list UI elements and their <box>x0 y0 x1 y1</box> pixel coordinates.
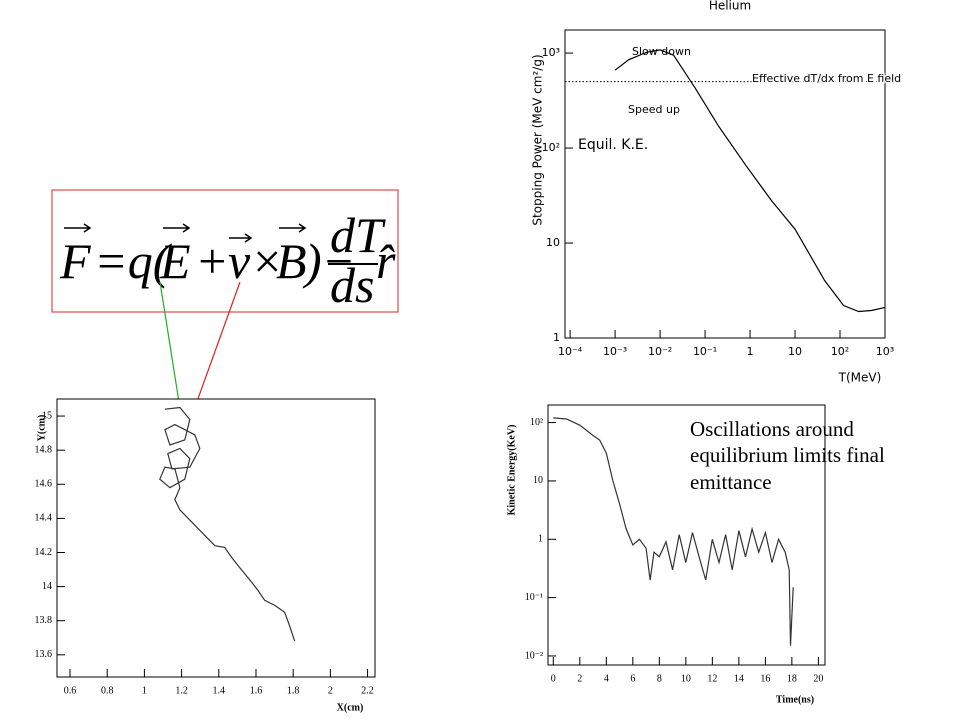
x-tick-label: 1 <box>747 345 754 358</box>
y-tick-label: 10³ <box>542 46 560 59</box>
x-tick-label: 6 <box>630 673 635 684</box>
x-tick-label: 1.6 <box>250 685 263 696</box>
equation-part: E <box>159 233 191 289</box>
y-tick-label: 10⁻² <box>525 650 543 661</box>
x-tick-label: 2 <box>577 673 582 684</box>
equation-part: B <box>276 233 307 289</box>
x-tick-label: 16 <box>760 673 770 684</box>
chart-title: Helium <box>709 0 751 13</box>
y-axis-label: Stopping Power (MeV cm²/g) <box>531 54 545 225</box>
equation-part: =q( <box>94 233 173 289</box>
x-tick-label: 10³ <box>876 345 894 358</box>
y-tick-label: 10 <box>533 475 543 486</box>
y-tick-label: 15 <box>42 410 52 421</box>
annotation: Speed up <box>628 103 680 116</box>
vector-arrows <box>64 223 307 243</box>
x-tick-label: 10 <box>788 345 802 358</box>
plot-frame <box>547 404 826 666</box>
y-tick-label: 14.8 <box>35 444 53 455</box>
equation-part: + <box>195 233 229 289</box>
x-tick-label: 8 <box>657 673 662 684</box>
x-tick-label: 2 <box>328 685 333 696</box>
y-tick-label: 13.8 <box>35 615 53 626</box>
x-tick-label: 10⁻³ <box>603 345 627 358</box>
x-tick-label: 4 <box>604 673 609 684</box>
red-arrow <box>193 281 241 408</box>
data-line <box>614 49 886 313</box>
x-tick-label: 18 <box>787 673 797 684</box>
data-line <box>159 406 296 642</box>
y-tick-label: 14.4 <box>35 513 53 524</box>
x-tick-label: 14 <box>734 673 744 684</box>
equation-box <box>51 189 399 313</box>
y-tick-label: 10⁻¹ <box>525 592 543 603</box>
x-tick-label: 12 <box>707 673 717 684</box>
x-tick-label: 0.8 <box>101 685 114 696</box>
y-axis-label: Y(cm) <box>36 415 47 442</box>
x-axis-label: X(cm) <box>337 702 364 713</box>
y-axis-label: Kinetic Energy(KeV) <box>506 425 517 516</box>
x-axis-label: Time(ns) <box>776 694 814 705</box>
x-tick-label: 1.2 <box>175 685 188 696</box>
plot-frame <box>56 398 376 678</box>
x-tick-label: 10⁻² <box>648 345 672 358</box>
annotation: Effective dT/dx from E field <box>752 72 901 85</box>
x-tick-label: 10 <box>681 673 691 684</box>
y-tick-label: 10² <box>542 141 560 154</box>
x-tick-label: 10² <box>831 345 849 358</box>
x-tick-label: 1.8 <box>287 685 300 696</box>
x-tick-label: 10⁻⁴ <box>558 345 583 358</box>
equation-part: dT <box>330 207 386 263</box>
x-tick-label: 20 <box>813 673 823 684</box>
x-tick-label: 0.6 <box>64 685 77 696</box>
equation-part: v <box>228 233 251 289</box>
equation-part: r̂ <box>376 233 396 289</box>
equation-part: × <box>250 233 284 289</box>
x-tick-label: 1 <box>142 685 147 696</box>
equation-part: F <box>59 233 91 289</box>
y-tick-label: 10² <box>530 417 543 428</box>
y-tick-label: 1 <box>553 331 560 344</box>
annotation: Oscillations around equilibrium limits f… <box>690 417 885 494</box>
y-tick-label: 13.6 <box>35 649 53 660</box>
x-tick-label: 2.2 <box>361 685 374 696</box>
y-tick-label: 10 <box>546 236 560 249</box>
equation-part: )− <box>302 233 355 289</box>
x-tick-label: 1.4 <box>213 685 226 696</box>
x-tick-label: 0 <box>551 673 556 684</box>
x-tick-label: 10⁻¹ <box>693 345 717 358</box>
y-tick-label: 1 <box>538 534 543 545</box>
x-axis-label: T(MeV) <box>838 371 882 385</box>
y-tick-label: 14.2 <box>35 547 53 558</box>
annotation: Equil. K.E. <box>578 137 648 153</box>
data-line <box>553 417 794 646</box>
y-tick-label: 14.6 <box>35 479 53 490</box>
y-tick-label: 14 <box>42 581 52 592</box>
annotation: Slow down <box>632 45 691 58</box>
equation-part: ds <box>330 257 374 313</box>
